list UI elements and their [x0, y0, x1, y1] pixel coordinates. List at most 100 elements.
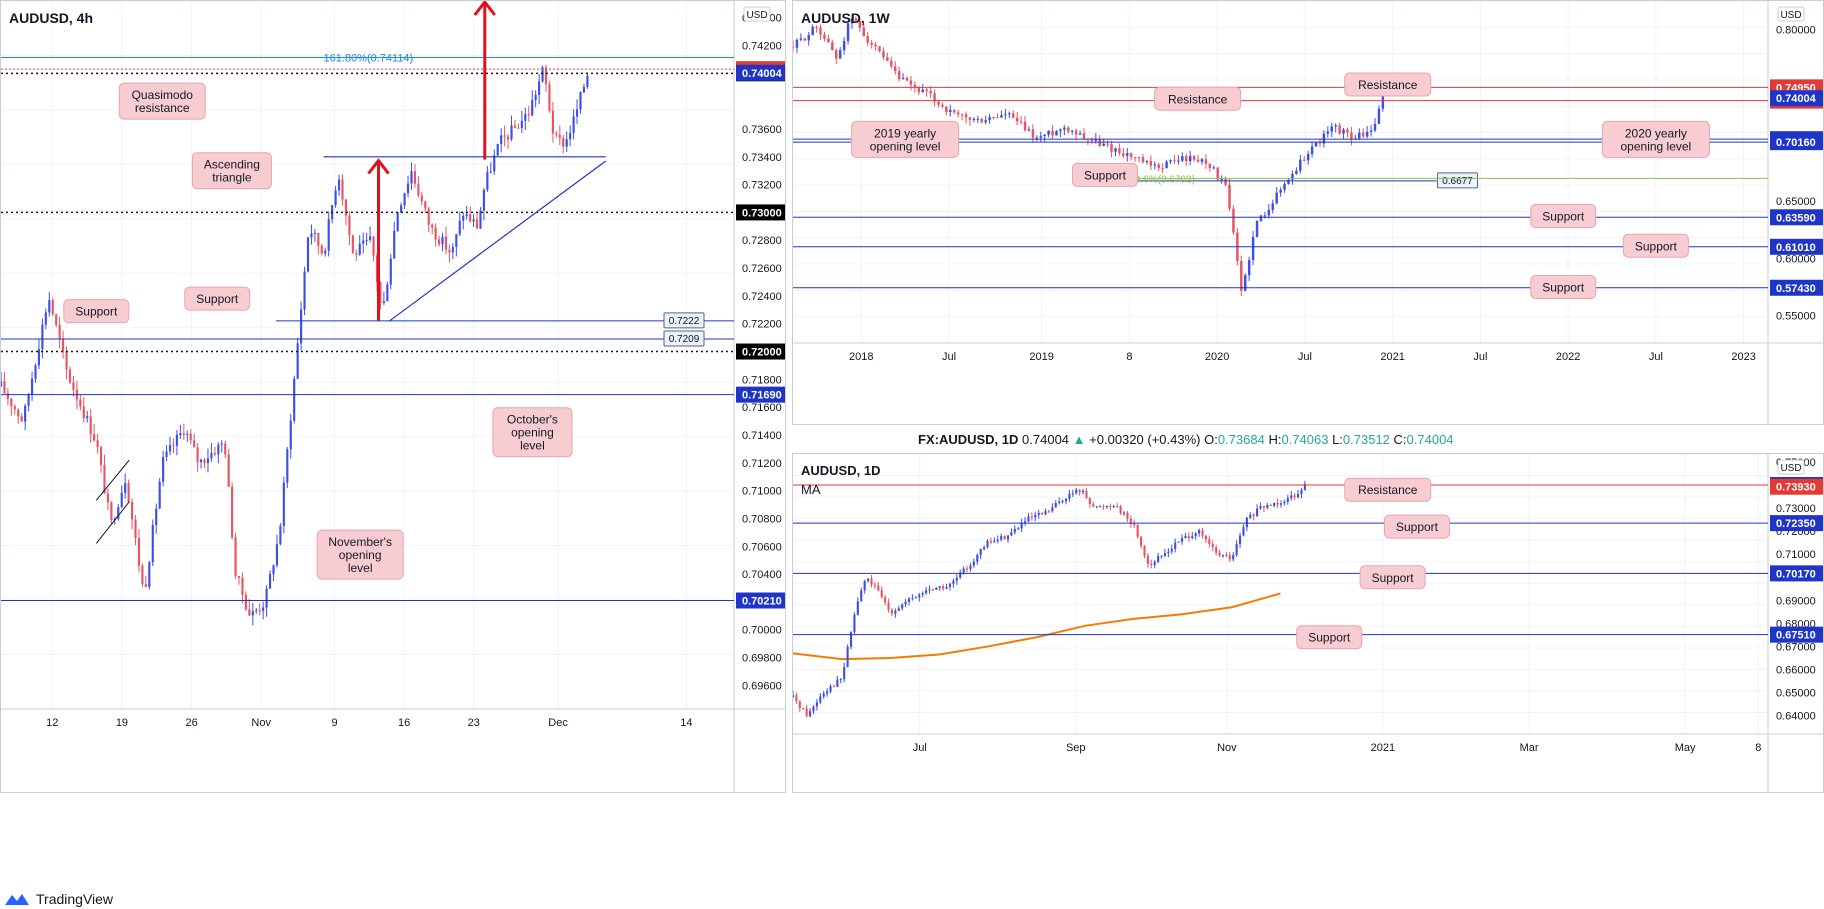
chart-title-1d: AUDUSD, 1D: [801, 463, 881, 478]
level-label: 0.6677: [1437, 172, 1478, 189]
candle: [1187, 532, 1190, 543]
x-tick-label: Sep: [1066, 742, 1086, 754]
callout-label: level: [348, 561, 373, 575]
chart-panel-1w[interactable]: 2018 Jul 2019 8 2020 Jul 2021 Jul 2022 Jul 2023 0.8…: [792, 0, 1824, 425]
candle-body: [1286, 498, 1289, 502]
candle: [793, 41, 795, 52]
candle-body: [1373, 123, 1377, 131]
candle-body: [141, 565, 144, 585]
candle-body: [1350, 132, 1353, 140]
candle-body: [945, 106, 948, 112]
candle-body: [1276, 502, 1279, 505]
candle-body: [48, 300, 51, 313]
candle: [1098, 134, 1101, 148]
candle-body: [1299, 159, 1302, 171]
candle: [856, 597, 859, 616]
candle: [137, 529, 141, 573]
candle: [1037, 509, 1040, 519]
candle: [1279, 500, 1283, 508]
chart-1d-svg[interactable]: JulSepNov2021MarMay80.750000.730000.7200…: [793, 454, 1824, 793]
candle: [992, 116, 995, 120]
candle-body: [1306, 153, 1310, 161]
candle: [289, 413, 292, 459]
candle-body: [880, 590, 883, 598]
candle-body: [1027, 516, 1030, 522]
candle: [448, 244, 451, 263]
candle: [1003, 535, 1006, 540]
candle-body: [929, 90, 932, 94]
candle: [914, 595, 917, 599]
candle-body: [1153, 562, 1156, 565]
candle-body: [1075, 489, 1078, 494]
price-tag-box: [1770, 279, 1823, 296]
candle: [1137, 156, 1141, 163]
candle: [189, 429, 192, 445]
chart-panel-4h[interactable]: 121926Nov91623Dec140.744000.742000.73600…: [0, 0, 786, 793]
candle-body: [1200, 159, 1204, 162]
candle-body: [527, 114, 530, 116]
candle: [300, 301, 303, 351]
y-tick-label: 0.69000: [1776, 595, 1816, 607]
candle-body: [337, 179, 341, 191]
y-tick-label: 0.71000: [742, 486, 782, 498]
candle: [1006, 534, 1010, 543]
candle-body: [928, 589, 931, 591]
callout-box: [1622, 233, 1689, 258]
ohlc-high-label: H:: [1268, 432, 1282, 447]
candle-body: [1067, 127, 1070, 132]
callout-label: Quasimodo: [132, 88, 194, 102]
candle: [348, 211, 351, 246]
candle-body: [965, 568, 969, 570]
candle-body: [799, 38, 803, 40]
candle-body: [925, 590, 928, 594]
candle: [1221, 554, 1225, 558]
chart-panel-1d[interactable]: JulSepNov2021MarMay80.750000.730000.7200…: [792, 453, 1824, 793]
candle-body: [969, 565, 972, 569]
candle: [980, 117, 983, 124]
candle: [1169, 159, 1172, 165]
candle-body: [1030, 516, 1033, 518]
candle-body: [1099, 506, 1102, 508]
candle: [303, 266, 306, 316]
candle-body: [1228, 184, 1231, 209]
candle-body: [941, 104, 944, 107]
candle: [210, 443, 213, 462]
candle-body: [1338, 125, 1341, 134]
candle: [1133, 519, 1136, 528]
candle-body: [1064, 498, 1068, 502]
candle-body: [524, 114, 527, 121]
candle-body: [1290, 495, 1293, 499]
candle-body: [836, 679, 839, 687]
candle-body: [1365, 131, 1369, 137]
candle: [379, 281, 382, 310]
callout: Resistance: [1344, 72, 1432, 97]
candle: [1119, 504, 1122, 516]
candle: [1031, 124, 1035, 143]
candle-body: [1163, 553, 1167, 556]
candle-body: [937, 101, 940, 105]
candle: [853, 612, 856, 635]
chart-4h-svg[interactable]: 121926Nov91623Dec140.744000.742000.73600…: [1, 1, 786, 793]
candle-body: [1006, 535, 1010, 540]
candle-body: [544, 67, 548, 85]
candle-body: [827, 38, 830, 43]
tradingview-watermark[interactable]: TradingView: [4, 891, 113, 907]
candle: [1163, 548, 1167, 558]
callout-label: Support: [1542, 280, 1585, 294]
candle: [1020, 518, 1023, 533]
candle-body: [1102, 143, 1105, 146]
candle: [822, 690, 825, 699]
candle: [575, 99, 579, 124]
candle: [831, 39, 834, 51]
x-tick-label: Jul: [942, 351, 956, 363]
candle-body: [1242, 527, 1245, 536]
candle: [334, 186, 337, 208]
candle: [520, 110, 523, 134]
candle: [1365, 125, 1369, 139]
candle: [382, 291, 385, 305]
channel-pattern: [95, 459, 130, 544]
chart-1w-svg[interactable]: 2018 Jul 2019 8 2020 Jul 2021 Jul 2022 Jul 2023 0.8…: [793, 1, 1824, 425]
candle-body: [921, 89, 925, 93]
candle-body: [265, 588, 268, 608]
candle: [234, 532, 237, 579]
